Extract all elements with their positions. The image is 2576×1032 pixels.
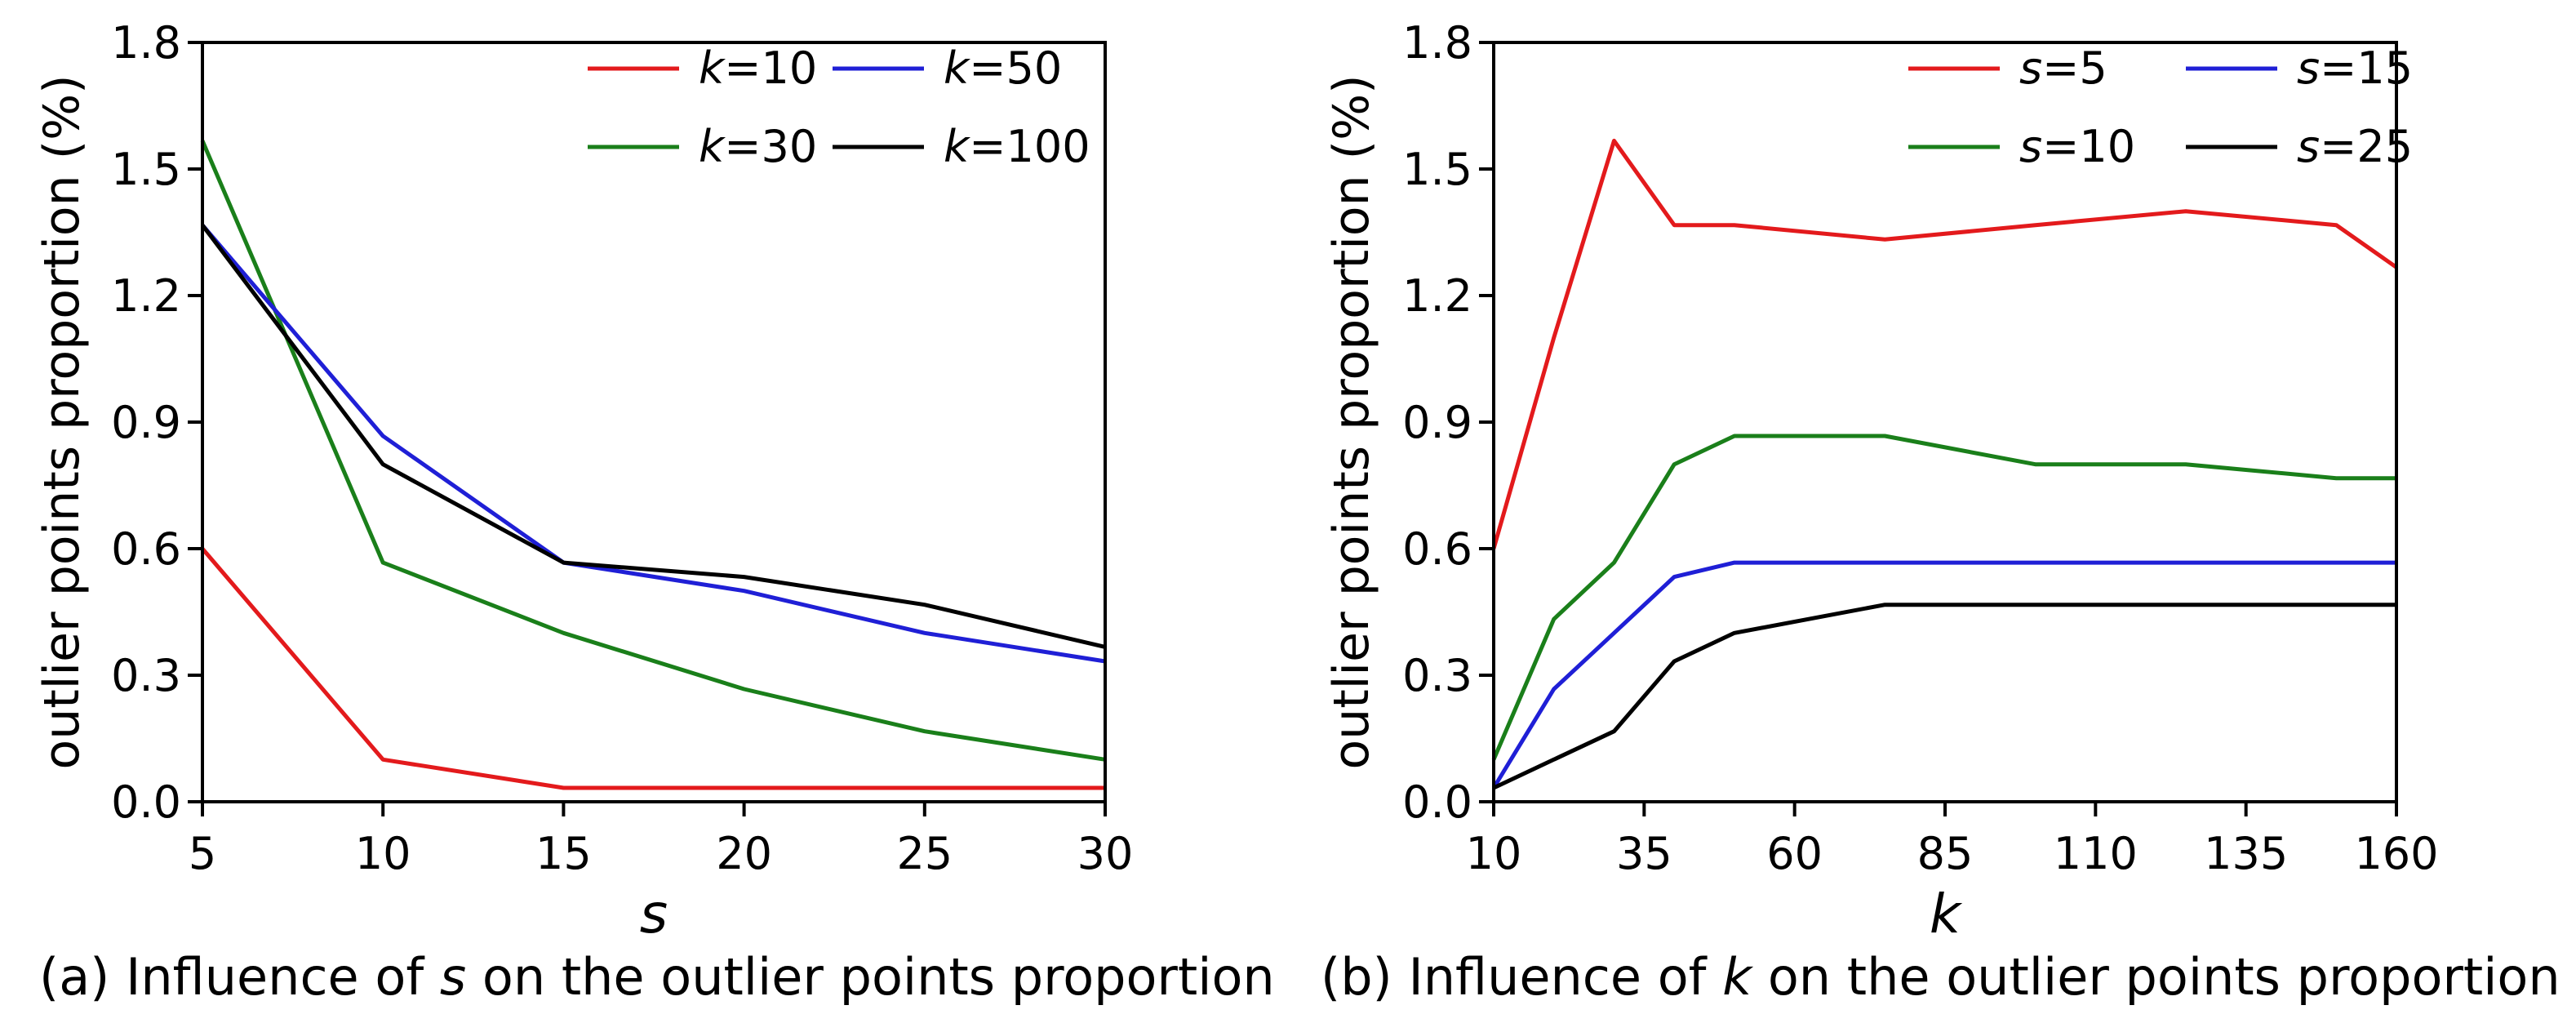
legend-value: 5 [2079, 42, 2107, 94]
caption-variable: s [440, 947, 466, 1007]
y-axis-title: outlier points proportion (%) [1323, 74, 1380, 769]
chart-panel-b: 0.0 0.3 0.6 0.9 1.2 1.5 1.8 10 35 60 85 110 135 160 ou… [1321, 17, 2560, 1007]
legend-label: s=5 [2019, 42, 2107, 94]
legend-eq: = [2320, 121, 2356, 172]
x-tick-label: 35 [1616, 828, 1672, 879]
y-tick-label: 1.2 [111, 270, 181, 322]
legend-item-k-30: k=30 [588, 121, 817, 172]
legend-label: k=30 [699, 121, 817, 172]
legend-var: k [944, 121, 971, 172]
y-tick-label: 1.8 [111, 17, 181, 69]
x-tick-label: 5 [189, 828, 216, 879]
legend-eq: = [2042, 121, 2079, 172]
legend-item-s-5: s=5 [1908, 42, 2107, 94]
legend-eq: = [724, 121, 761, 172]
series-line-k-10 [201, 547, 1105, 790]
series-line-k-30 [200, 140, 1106, 762]
legend-var: k [944, 42, 971, 94]
legend-value: 10 [762, 42, 818, 94]
x-tick-label: 110 [2054, 828, 2138, 879]
y-tick-label: 0.3 [1402, 650, 1472, 701]
legend-item-k-100: k=100 [833, 121, 1090, 172]
legend-value: 25 [2356, 121, 2413, 172]
caption-prefix: (a) Influence of [39, 947, 440, 1007]
legend-var: s [2297, 121, 2320, 172]
y-tick-label: 0.0 [111, 776, 181, 828]
x-axis-title: s [640, 883, 668, 945]
x-tick-label: 10 [1466, 828, 1522, 879]
x-tick-label: 25 [896, 828, 953, 879]
series-line-s-5 [1491, 138, 2398, 549]
caption-prefix: (b) Influence of [1321, 947, 1722, 1007]
series-line-s-15 [1491, 560, 2396, 790]
y-axis-title: outlier points proportion (%) [33, 74, 91, 769]
x-tick-label: 10 [355, 828, 411, 879]
legend-label: k=100 [944, 121, 1090, 172]
plot-frame [1492, 41, 2398, 803]
legend-label: s=25 [2297, 121, 2413, 172]
legend-label: k=10 [699, 42, 817, 94]
legend-value: 50 [1006, 42, 1063, 94]
legend-eq: = [969, 42, 1006, 94]
legend-var: s [2019, 121, 2042, 172]
figure-caption: (a) Influence of s on the outlier points… [39, 947, 1275, 1007]
legend-eq: = [969, 121, 1006, 172]
y-tick-label: 1.5 [1402, 144, 1472, 195]
legend-value: 10 [2079, 121, 2135, 172]
series-line-k-50 [201, 224, 1106, 664]
x-tick-label: 135 [2204, 828, 2288, 879]
x-tick-label: 60 [1766, 828, 1823, 879]
legend-var: s [2297, 42, 2320, 94]
y-tick-label: 1.8 [1402, 17, 1472, 69]
caption-suffix: on the outlier points proportion [1752, 947, 2560, 1007]
x-axis-title: k [1930, 883, 1963, 945]
y-tick-label: 0.6 [111, 523, 181, 575]
y-tick-label: 0.9 [111, 397, 181, 448]
legend-value: 30 [762, 121, 818, 172]
x-tick-label: 30 [1077, 828, 1134, 879]
series-line-k-100 [201, 224, 1106, 649]
series-line-s-25 [1492, 603, 2396, 790]
caption-suffix: on the outlier points proportion [466, 947, 1275, 1007]
legend-var: k [699, 121, 726, 172]
chart-panel-a: 0.0 0.3 0.6 0.9 1.2 1.5 1.8 5 10 15 20 25 30 outlier … [33, 17, 1275, 1007]
legend-label: s=15 [2297, 42, 2413, 94]
legend-item-s-25: s=25 [2186, 121, 2413, 172]
legend-item-s-15: s=15 [2186, 42, 2413, 94]
y-tick-label: 0.0 [1402, 776, 1472, 828]
x-tick-label: 15 [535, 828, 592, 879]
x-tick-label: 85 [1917, 828, 1974, 879]
legend-eq: = [724, 42, 761, 94]
legend-var: k [699, 42, 726, 94]
series-line-s-10 [1491, 434, 2396, 761]
y-tick-label: 0.3 [111, 650, 181, 701]
legend-item-k-50: k=50 [833, 42, 1062, 94]
y-tick-label: 1.5 [111, 144, 181, 195]
figure-caption: (b) Influence of k on the outlier points… [1321, 947, 2560, 1007]
y-tick-label: 1.2 [1402, 270, 1472, 322]
legend-label: s=10 [2019, 121, 2135, 172]
legend-item-s-10: s=10 [1908, 121, 2135, 172]
legend-label: k=50 [944, 42, 1062, 94]
legend-value: 100 [1006, 121, 1090, 172]
legend-value: 15 [2356, 42, 2413, 94]
y-tick-label: 0.9 [1402, 397, 1472, 448]
legend-eq: = [2320, 42, 2356, 94]
x-tick-label: 160 [2354, 828, 2438, 879]
legend-item-k-10: k=10 [588, 42, 817, 94]
x-tick-label: 20 [716, 828, 772, 879]
y-tick-label: 0.6 [1402, 523, 1472, 575]
legend-eq: = [2042, 42, 2079, 94]
legend-var: s [2019, 42, 2042, 94]
caption-variable: k [1722, 947, 1753, 1007]
